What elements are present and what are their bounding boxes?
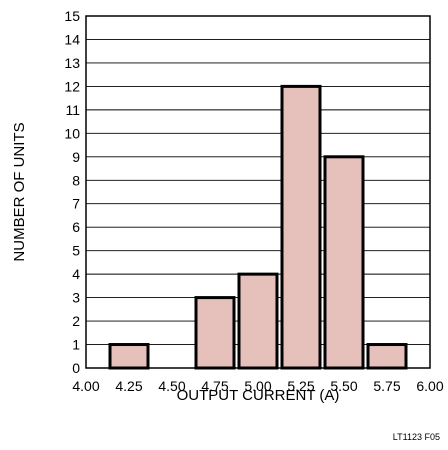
y-tick-label: 1 — [72, 337, 80, 353]
y-tick-label: 8 — [72, 172, 80, 188]
x-tick-label: 4.50 — [158, 378, 185, 394]
x-tick-label: 5.50 — [330, 378, 357, 394]
y-tick-label: 5 — [72, 243, 80, 259]
bar — [366, 343, 408, 370]
y-tick-label: 14 — [64, 31, 80, 47]
y-tick-label: 7 — [72, 196, 80, 212]
y-tick-label: 4 — [72, 266, 80, 282]
x-tick-label: 4.75 — [201, 378, 228, 394]
y-tick-label: 6 — [72, 219, 80, 235]
bar — [237, 272, 279, 370]
y-tick-label: 10 — [64, 125, 80, 141]
x-tick-label: 4.00 — [72, 378, 99, 394]
y-tick-label: 13 — [64, 55, 80, 71]
x-tick-labels: 4.00 4.25 4.50 4.75 5.00 5.25 5.50 5.75 6.00 — [72, 378, 443, 394]
bars — [108, 84, 408, 370]
bar — [323, 155, 365, 370]
y-tick-label: 15 — [64, 8, 80, 24]
x-axis-title: OUTPUT CURRENT (A) — [177, 387, 340, 404]
y-tick-label: 11 — [65, 102, 80, 118]
x-tick-label: 6.00 — [416, 378, 443, 394]
y-axis-title: NUMBER OF UNITS — [11, 122, 28, 261]
plot-frame — [85, 15, 431, 369]
figure-id: LT1123 F05 — [393, 432, 440, 442]
bar — [194, 296, 236, 370]
x-tick-label: 4.25 — [115, 378, 142, 394]
y-tick-label: 3 — [72, 290, 80, 306]
x-tick-label: 5.25 — [287, 378, 314, 394]
x-tick-label: 5.00 — [244, 378, 271, 394]
grid-lines — [86, 39, 430, 345]
x-tick-label: 5.75 — [373, 378, 400, 394]
y-tick-label: 9 — [72, 149, 80, 165]
bar — [108, 343, 150, 370]
y-tick-label: 0 — [72, 360, 80, 376]
bar — [280, 84, 322, 370]
y-tick-label: 2 — [72, 313, 80, 329]
y-tick-label: 12 — [64, 78, 80, 94]
